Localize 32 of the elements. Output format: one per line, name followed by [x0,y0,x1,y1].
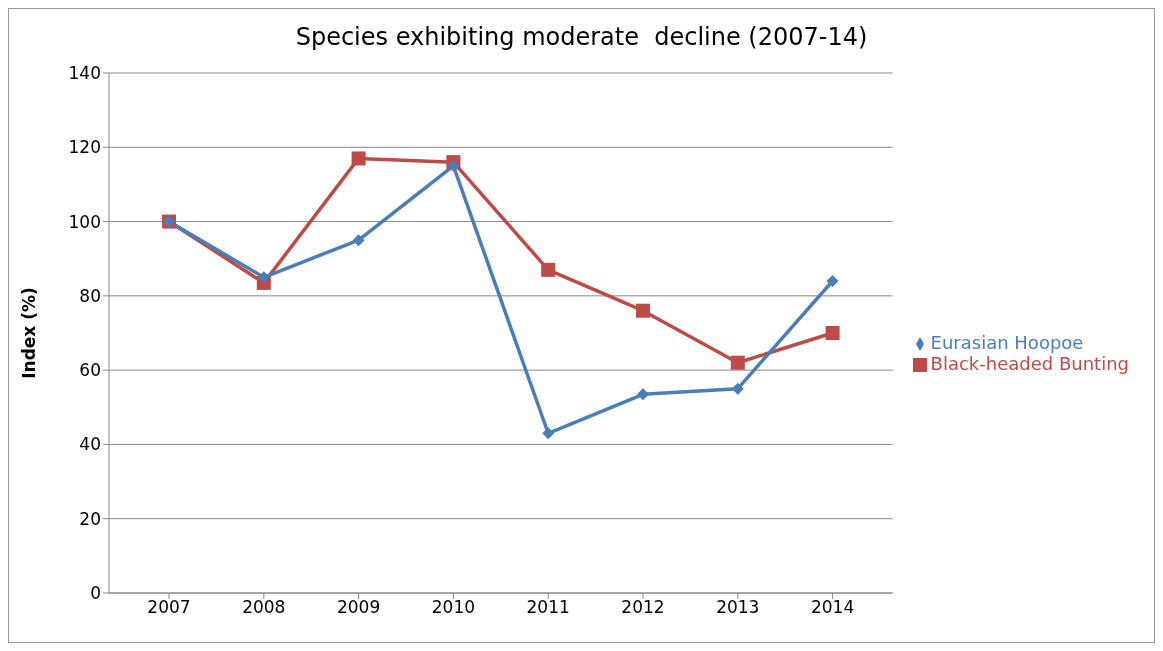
point [825,326,840,340]
y-tick-label: 60 [79,360,101,381]
x-tick-label: 2013 [716,597,760,618]
x-tick-label: 2007 [147,597,191,618]
y-tick-label: 0 [90,583,101,604]
y-tick-label: 80 [79,285,101,306]
point [731,382,744,395]
y-tick-label: 100 [68,211,101,232]
point [730,355,745,370]
y-tick-label: 20 [79,508,101,529]
point [636,388,649,401]
point [352,234,365,247]
point [351,151,366,166]
x-tick-label: 2010 [431,597,476,618]
point [541,262,556,277]
legend-label: Eurasian Hoopoe [930,332,1084,353]
point [447,159,460,172]
x-tick-label: 2008 [242,597,286,618]
y-tick-label: 40 [79,434,101,455]
point [542,427,555,440]
x-tick-label: 2009 [336,597,381,618]
legend-label: Black-headed Bunting [930,353,1129,374]
point [635,303,650,318]
point [257,271,270,284]
chart-title: Species exhibiting moderate decline (2007-14) [294,22,869,53]
x-tick-label: 2011 [526,597,570,618]
x-tick-label: 2014 [810,597,855,618]
point [826,275,839,287]
y-tick-label: 140 [68,63,101,84]
y-tick-label: 120 [68,137,101,158]
x-tick-label: 2012 [621,597,665,618]
y-axis-title: Index (%) [19,287,40,379]
